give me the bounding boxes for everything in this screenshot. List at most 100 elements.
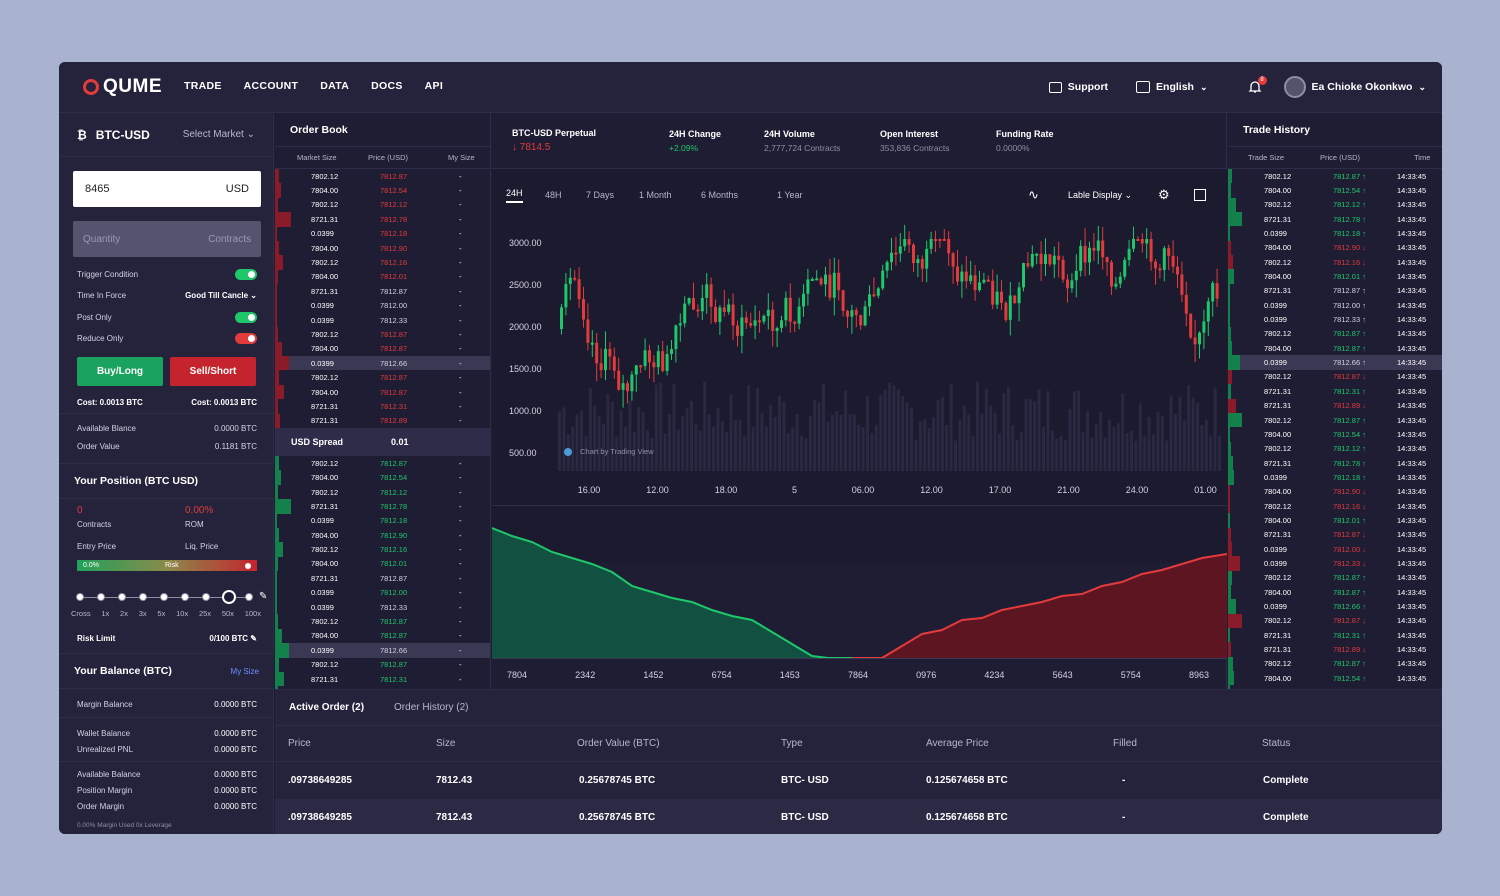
buy-long-button[interactable]: Buy/Long [77,357,163,386]
order-book-row[interactable]: 7804.00 7812.01 - [275,556,490,572]
edit-leverage-icon[interactable]: ✎ [259,591,268,602]
order-book-row[interactable]: 8721.31 7812.31 - [275,399,490,414]
order-book-row[interactable]: 7802.12 7812.87 - [275,657,490,672]
trade-row[interactable]: 0.0399 7812.00 ↓ 14:33:45 [1228,541,1442,557]
order-book-row[interactable]: 7804.00 7812.90 - [275,527,490,543]
tab-7-days[interactable]: 7 Days [586,190,615,200]
trade-row[interactable]: 8721.31 7812.87 ↓ 14:33:45 [1228,527,1442,542]
trade-row[interactable]: 7802.12 7812.87 ↑ 14:33:45 [1228,656,1442,672]
order-book-row[interactable]: 7804.00 7812.54 - [275,183,490,198]
user-menu[interactable]: Ea Chioke Okonkwo ⌄ [1283,76,1426,98]
fullscreen-icon[interactable] [1194,189,1206,201]
trade-row[interactable]: 7804.00 7812.01 ↑ 14:33:45 [1228,513,1442,528]
order-book-row[interactable]: 0.0399 7812.66 - [275,643,490,658]
risk-limit-value[interactable]: 0/100 BTC ✎ [209,634,257,643]
my-size-link[interactable]: My Size [230,666,259,676]
nav-api[interactable]: API [424,80,444,92]
leverage-stop-5x[interactable] [160,593,168,601]
table-row[interactable]: .09738649285 7812.43 0.25678745 BTC BTC-… [275,799,1442,834]
logo[interactable]: QUME [83,76,162,98]
leverage-stop-cross[interactable] [76,593,84,601]
settings-gear-icon[interactable]: ⚙ [1158,187,1170,202]
quantity-input[interactable]: Quantity Contracts [73,221,261,257]
trade-row[interactable]: 0.0399 7812.66 ↑ 14:33:45 [1228,599,1442,614]
trade-row[interactable]: 7802.12 7812.87 ↓ 14:33:45 [1228,613,1442,628]
order-book-row[interactable]: 8721.31 7812.89 - [275,413,490,429]
tab-6-months[interactable]: 6 Months [701,190,739,200]
trade-row[interactable]: 7804.00 7812.87 ↑ 14:33:45 [1228,584,1442,600]
select-market-dropdown[interactable]: Select Market ⌄ [182,129,255,140]
tab-order-history[interactable]: Order History (2) [394,702,469,713]
trade-row[interactable]: 7802.12 7812.87 ↓ 14:33:45 [1228,369,1442,385]
post-only-toggle[interactable] [235,312,257,323]
trade-row[interactable]: 7802.12 7812.16 ↓ 14:33:45 [1228,498,1442,514]
order-book-row[interactable]: 7804.00 7812.87 - [275,384,490,400]
trade-row[interactable]: 8721.31 7812.78 ↑ 14:33:45 [1228,212,1442,227]
table-row[interactable]: .09738649285 7812.43 0.25678745 BTC BTC-… [288,775,1309,786]
trade-row[interactable]: 8721.31 7812.87 ↑ 14:33:45 [1228,283,1442,299]
trade-row[interactable]: 8721.31 7812.31 ↑ 14:33:45 [1228,628,1442,643]
leverage-slider-handle[interactable] [222,590,236,604]
candlestick-chart[interactable]: 3000.00 2500.00 2000.00 1500.00 1000.00 500.0… [492,169,1227,563]
order-book-row[interactable]: 7802.12 7812.16 - [275,255,490,270]
order-book-row[interactable]: 7804.00 7812.01 - [275,269,490,285]
leverage-stop-10x[interactable] [181,593,189,601]
order-book-row[interactable]: 0.0399 7812.18 - [275,513,490,528]
trade-row[interactable]: 8721.31 7812.31 ↑ 14:33:45 [1228,384,1442,399]
sell-short-button[interactable]: Sell/Short [170,357,256,386]
nav-docs[interactable]: DOCS [371,80,403,92]
order-book-row[interactable]: 0.0399 7812.33 - [275,599,490,615]
trade-row[interactable]: 7804.00 7812.54 ↑ 14:33:45 [1228,671,1442,686]
order-book-row[interactable]: 0.0399 7812.18 - [275,226,490,241]
trade-row[interactable]: 7804.00 7812.54 ↑ 14:33:45 [1228,427,1442,442]
order-book-row[interactable]: 8721.31 7812.78 - [275,499,490,514]
notifications-button[interactable]: 8 [1247,76,1267,94]
order-book-row[interactable]: 7802.12 7812.87 - [275,614,490,629]
leverage-stop-1x[interactable] [97,593,105,601]
reduce-only-toggle[interactable] [235,333,257,344]
order-book-row[interactable]: 7802.12 7812.87 - [275,169,490,184]
leverage-stop-100x[interactable] [245,593,253,601]
trigger-condition-toggle[interactable] [235,269,257,280]
trade-row[interactable]: 7804.00 7812.54 ↑ 14:33:45 [1228,183,1442,198]
trade-row[interactable]: 7802.12 7812.87 ↑ 14:33:45 [1228,570,1442,585]
trade-row[interactable]: 7802.12 7812.87 ↑ 14:33:45 [1228,169,1442,184]
price-input[interactable]: 8465 USD [73,171,261,207]
order-book-row[interactable]: 7802.12 7812.87 - [275,327,490,342]
order-book-row[interactable]: 0.0399 7812.00 - [275,298,490,313]
trade-row[interactable]: 7802.12 7812.87 ↑ 14:33:45 [1228,326,1442,342]
trade-row[interactable]: 0.0399 7812.66 ↑ 14:33:45 [1228,355,1442,370]
order-book-row[interactable]: 7804.00 7812.54 - [275,470,490,485]
time-in-force-select[interactable]: Good Till Cancle ⌄ [185,291,257,300]
label-display-select[interactable]: Lable Display ⌄ [1068,189,1133,200]
nav-account[interactable]: ACCOUNT [243,80,299,92]
trade-row[interactable]: 0.0399 7812.18 ↑ 14:33:45 [1228,470,1442,485]
nav-trade[interactable]: TRADE [184,80,222,92]
order-book-row[interactable]: 0.0399 7812.00 - [275,585,490,600]
depth-chart[interactable]: 7804 2342 1452 6754 1453 7864 0976 4234 5643 5754… [492,506,1227,688]
support-link[interactable]: Support [1048,81,1108,93]
trade-row[interactable]: 0.0399 7812.00 ↑ 14:33:45 [1228,298,1442,313]
order-book-row[interactable]: 7802.12 7812.87 - [275,456,490,471]
trade-row[interactable]: 7804.00 7812.87 ↑ 14:33:45 [1228,341,1442,356]
order-book-row[interactable]: 7802.12 7812.12 - [275,484,490,500]
order-book-row[interactable]: 8721.31 7812.78 - [275,212,490,227]
trade-row[interactable]: 7804.00 7812.90 ↓ 14:33:45 [1228,240,1442,256]
order-book-row[interactable]: 7804.00 7812.87 - [275,628,490,644]
tab-active-order[interactable]: Active Order (2) [289,702,365,713]
order-book-row[interactable]: 0.0399 7812.66 - [275,356,490,371]
tab-24h[interactable]: 24H [506,188,523,203]
trade-row[interactable]: 7802.12 7812.12 ↑ 14:33:45 [1228,441,1442,456]
indicator-line-icon[interactable]: ∿ [1028,187,1039,202]
tab-1-year[interactable]: 1 Year [777,190,803,200]
trade-row[interactable]: 7804.00 7812.90 ↓ 14:33:45 [1228,484,1442,499]
order-book-row[interactable]: 7804.00 7812.90 - [275,240,490,256]
trade-row[interactable]: 7802.12 7812.87 ↑ 14:33:45 [1228,412,1442,428]
tab-48h[interactable]: 48H [545,190,562,200]
order-book-row[interactable]: 8721.31 7812.31 - [275,671,490,687]
order-book-row[interactable]: 7804.00 7812.87 - [275,341,490,357]
order-book-row[interactable]: 7802.12 7812.12 - [275,197,490,213]
trade-row[interactable]: 8721.31 7812.89 ↓ 14:33:45 [1228,642,1442,657]
language-select[interactable]: English ⌄ [1136,81,1208,93]
leverage-stop-3x[interactable] [139,593,147,601]
